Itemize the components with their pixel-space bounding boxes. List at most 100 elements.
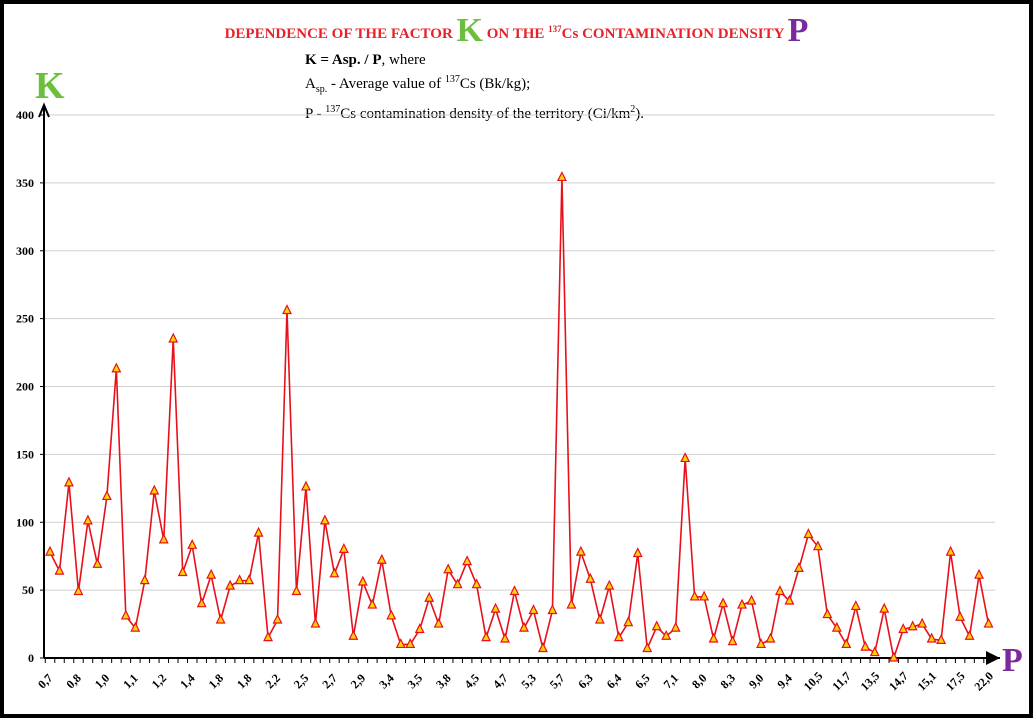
data-point-marker xyxy=(917,617,928,628)
plot-area: 0 50 100 150 200 250 300 350 400 0,7 0,8 1,0 1,1 1,2 1… xyxy=(16,102,1000,694)
x-tick-label: 17,5 xyxy=(943,669,968,694)
asp-unit: Cs (Bk/kg); xyxy=(459,76,531,92)
x-tick-label: 2,9 xyxy=(348,671,369,692)
x-tick-label: 22,0 xyxy=(971,669,996,694)
data-point-marker xyxy=(746,594,757,605)
x-tick-label: 3,4 xyxy=(376,671,397,692)
data-point-marker xyxy=(149,484,160,495)
data-point-marker xyxy=(632,547,643,558)
data-point-marker xyxy=(926,632,937,643)
data-point-marker xyxy=(869,646,880,657)
x-tick-label: 6,3 xyxy=(575,671,596,692)
x-tick-label: 1,4 xyxy=(177,671,198,692)
chart-title: DEPENDENCE OF THE FACTOR K ON THE 137Cs … xyxy=(4,12,1029,50)
title-k: K xyxy=(456,12,483,49)
data-point-marker xyxy=(756,638,766,649)
data-point-marker xyxy=(708,632,719,643)
data-point-marker xyxy=(63,476,74,487)
x-tick-label: 3,8 xyxy=(433,671,454,692)
data-point-marker xyxy=(263,631,274,642)
asp-a: A xyxy=(305,76,316,92)
series-line xyxy=(49,177,990,662)
data-point-marker xyxy=(481,631,492,642)
data-point-marker xyxy=(82,514,93,525)
data-point-marker xyxy=(338,543,349,553)
data-point-marker xyxy=(983,617,994,628)
data-point-marker xyxy=(177,566,188,577)
data-point-marker xyxy=(206,568,217,579)
y-axis-arrow xyxy=(38,102,50,118)
x-tick-label: 3,5 xyxy=(405,671,426,692)
x-tick-label: 9,0 xyxy=(746,671,767,692)
data-point-marker xyxy=(225,579,236,590)
data-point-marker xyxy=(111,362,122,373)
p-sup2: 2 xyxy=(630,104,636,115)
data-point-marker xyxy=(793,562,804,573)
x-axis-label: P xyxy=(1002,642,1023,679)
x-tick-label: 6,5 xyxy=(632,671,653,692)
x-tick-label: 11,7 xyxy=(829,669,853,693)
data-point-marker xyxy=(395,638,406,649)
data-point-marker xyxy=(519,621,529,632)
x-tick-label: 15,1 xyxy=(914,669,939,694)
x-tick-label: 2,2 xyxy=(262,671,283,692)
x-tick-label: 5,7 xyxy=(547,671,568,692)
data-point-marker xyxy=(443,563,454,574)
data-point-marker xyxy=(613,631,624,642)
p-end: ). xyxy=(635,106,644,122)
x-tick-label: 1,0 xyxy=(92,671,113,692)
data-point-marker xyxy=(433,617,444,628)
data-point-marker xyxy=(699,590,710,601)
p-desc: Cs contamination density of the territor… xyxy=(340,106,631,122)
data-point-marker xyxy=(291,585,302,596)
y-tick-label: 100 xyxy=(16,515,34,529)
data-point-marker xyxy=(462,555,473,566)
data-point-marker xyxy=(670,621,681,632)
formula-bold: K = Asp. / P xyxy=(305,52,382,68)
x-tick-label: 1,8 xyxy=(206,671,227,692)
y-tick-label: 0 xyxy=(28,651,34,665)
x-tick-label: 5,3 xyxy=(518,671,539,692)
data-point-marker xyxy=(101,490,112,501)
data-point-marker xyxy=(566,598,577,609)
asp-sub: sp. xyxy=(315,84,328,95)
title-text-mid: ON THE xyxy=(483,26,549,42)
x-tick-label: 10,5 xyxy=(801,669,826,694)
x-tick-label: 2,5 xyxy=(291,671,312,692)
p-desc-a: P - xyxy=(305,106,326,122)
formula-rest: , where xyxy=(381,52,426,68)
p-sup: 137 xyxy=(325,104,341,115)
data-point-marker xyxy=(964,629,975,640)
x-axis-arrow xyxy=(986,651,1000,665)
data-point-marker xyxy=(414,623,425,634)
y-tick-label: 400 xyxy=(16,108,34,122)
data-point-marker xyxy=(187,538,198,549)
formula-legend: K = Asp. / P, where Asp. - Average value… xyxy=(305,50,644,124)
data-point-marker xyxy=(500,632,511,643)
x-tick-label: 8,0 xyxy=(689,671,710,692)
data-point-marker xyxy=(329,567,340,578)
data-point-marker xyxy=(405,638,416,649)
data-point-marker xyxy=(651,620,662,631)
title-text-post: Cs CONTAMINATION DENSITY xyxy=(561,26,788,42)
data-point-marker xyxy=(822,608,833,619)
y-tick-label: 200 xyxy=(16,380,34,394)
data-point-marker xyxy=(955,610,966,621)
data-point-marker xyxy=(898,623,909,634)
data-point-marker xyxy=(244,574,255,585)
data-point-marker xyxy=(907,620,918,631)
y-tick-label: 150 xyxy=(16,447,34,461)
data-point-marker xyxy=(424,591,435,602)
x-tick-label: 0,8 xyxy=(63,671,84,692)
data-point-marker xyxy=(585,572,596,583)
data-point-marker xyxy=(319,514,330,525)
x-tick-label: 4,5 xyxy=(462,671,483,692)
asp-desc: - Average value of xyxy=(327,76,445,92)
x-tick-label: 8,3 xyxy=(717,671,738,692)
data-point-marker xyxy=(774,585,785,596)
data-point-marker xyxy=(509,585,520,596)
x-tick-label: 1,8 xyxy=(234,671,255,692)
data-point-marker xyxy=(528,604,539,615)
data-point-marker xyxy=(130,621,141,632)
data-point-marker xyxy=(765,632,776,643)
